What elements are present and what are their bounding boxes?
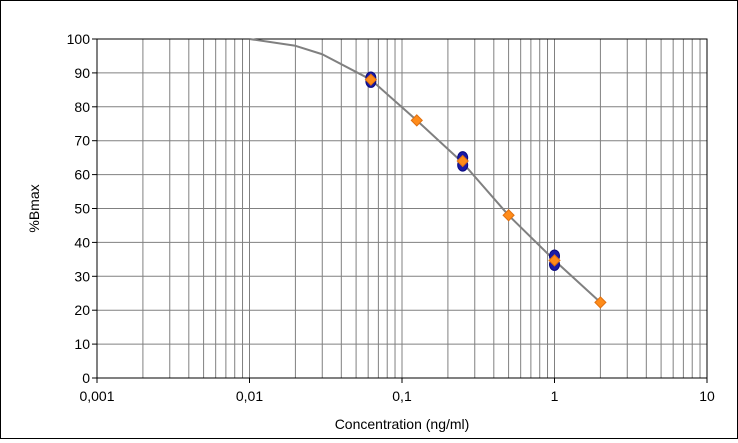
data-point-diamond [410, 114, 423, 127]
y-tick-label: 50 [74, 201, 90, 217]
y-tick-label: 70 [74, 133, 90, 149]
x-tick-label: 10 [699, 388, 715, 404]
x-tick-label: 0,1 [392, 388, 412, 404]
x-tick-label: 0,01 [236, 388, 263, 404]
data-point-diamond [364, 73, 378, 86]
data-point-diamond [456, 154, 469, 168]
data-point-diamond [548, 254, 561, 267]
y-tick-label: 100 [67, 31, 91, 47]
y-tick-label: 60 [74, 167, 90, 183]
data-point-diamond [502, 209, 515, 222]
y-axis-label: %Bmax [26, 184, 42, 232]
x-tick-label: 0,001 [79, 388, 114, 404]
y-tick-label: 20 [74, 302, 90, 318]
plot-area [96, 38, 708, 379]
y-tick-label: 90 [74, 65, 90, 81]
y-tick-label: 80 [74, 99, 90, 115]
x-axis-label: Concentration (ng/ml) [335, 416, 470, 432]
y-tick-label: 10 [74, 336, 90, 352]
y-tick-label: 0 [82, 370, 90, 386]
data-point-diamond [594, 296, 607, 309]
y-tick-label: 30 [74, 268, 90, 284]
x-tick-label: 1 [551, 388, 559, 404]
y-tick-label: 40 [74, 234, 90, 250]
